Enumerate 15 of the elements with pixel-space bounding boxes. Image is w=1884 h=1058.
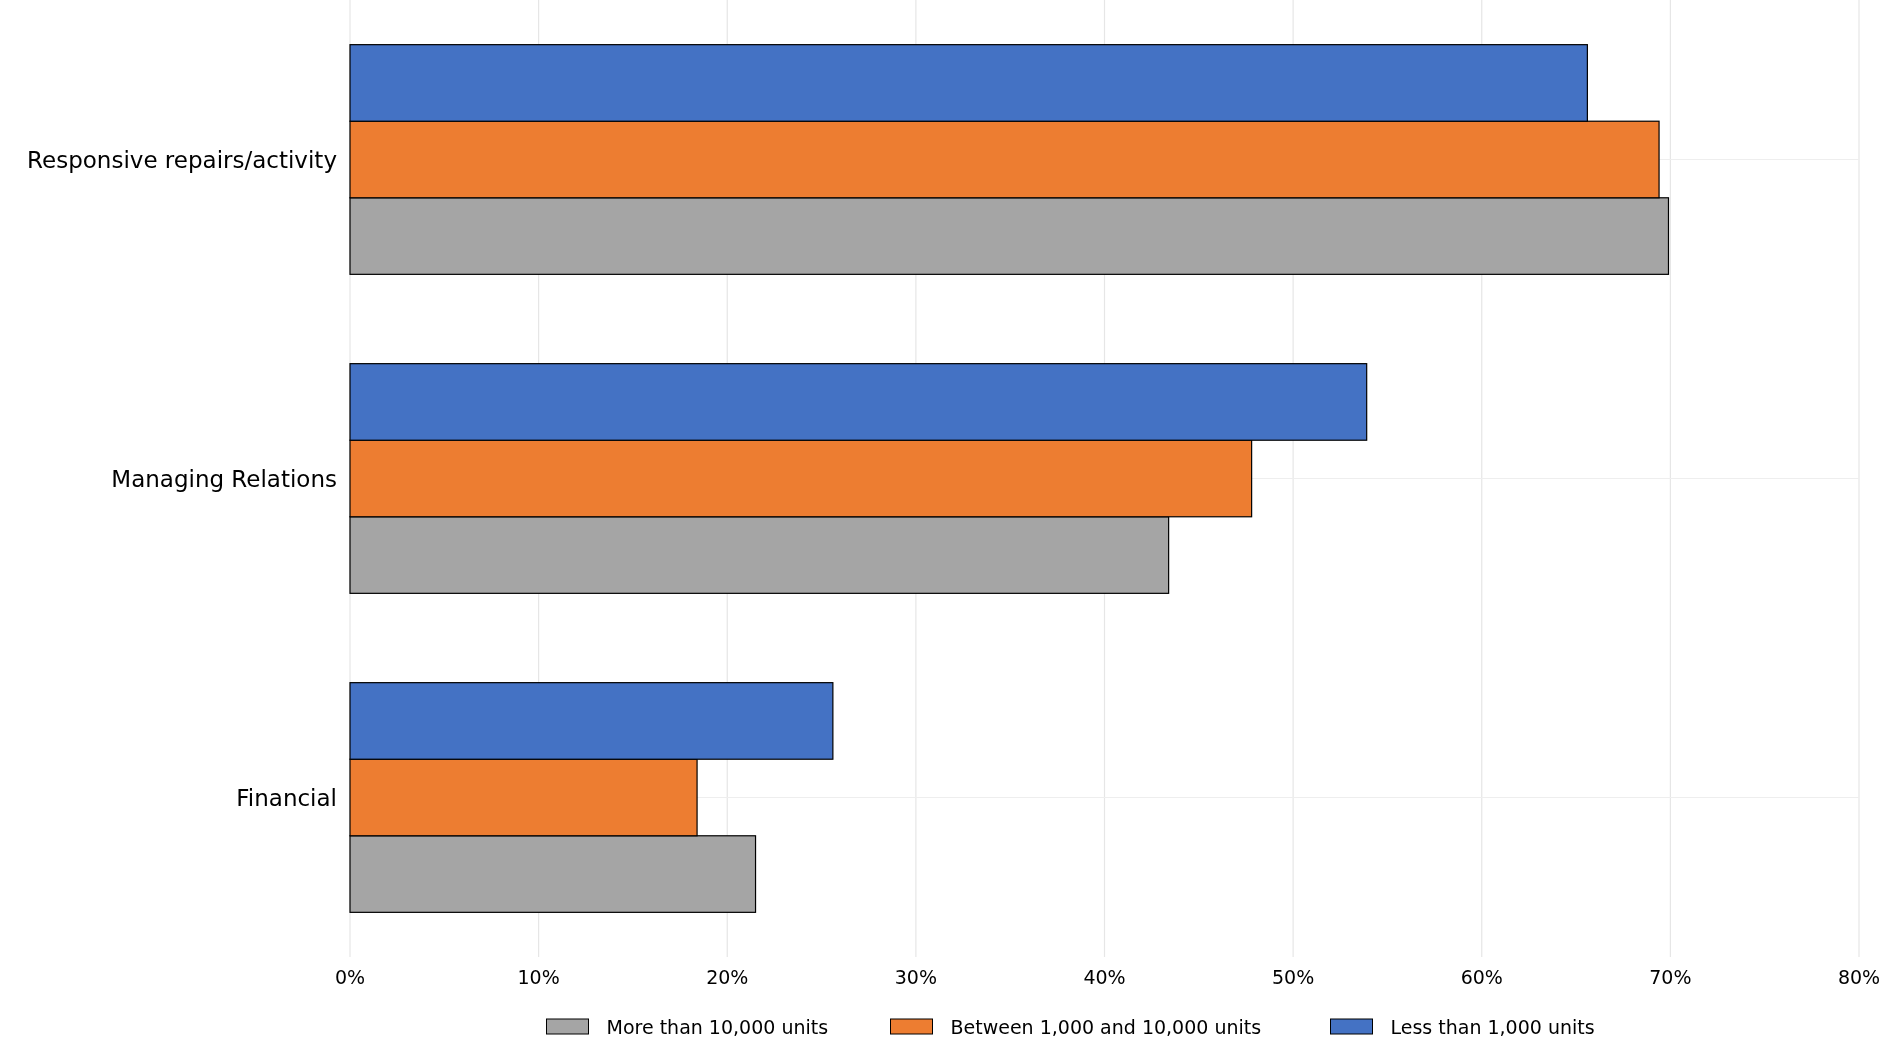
legend-label: Less than 1,000 units [1390, 1015, 1595, 1038]
x-tick-label: 10% [517, 966, 560, 988]
x-tick-label: 40% [1083, 966, 1126, 988]
x-tick-label: 20% [706, 966, 749, 988]
legend-label: More than 10,000 units [606, 1015, 829, 1038]
y-tick-label: Responsive repairs/activity [27, 146, 337, 173]
y-tick-label: Managing Relations [111, 465, 337, 492]
x-tick-label: 30% [894, 966, 937, 988]
x-tick-label: 80% [1837, 966, 1881, 988]
y-tick-label: Financial [236, 784, 337, 811]
x-tick-label: 70% [1649, 966, 1692, 988]
x-tick-label: 0% [334, 966, 366, 988]
legend-label: Between 1,000 and 10,000 units [950, 1015, 1262, 1038]
x-tick-label: 50% [1272, 966, 1315, 988]
x-tick-label: 60% [1460, 966, 1503, 988]
